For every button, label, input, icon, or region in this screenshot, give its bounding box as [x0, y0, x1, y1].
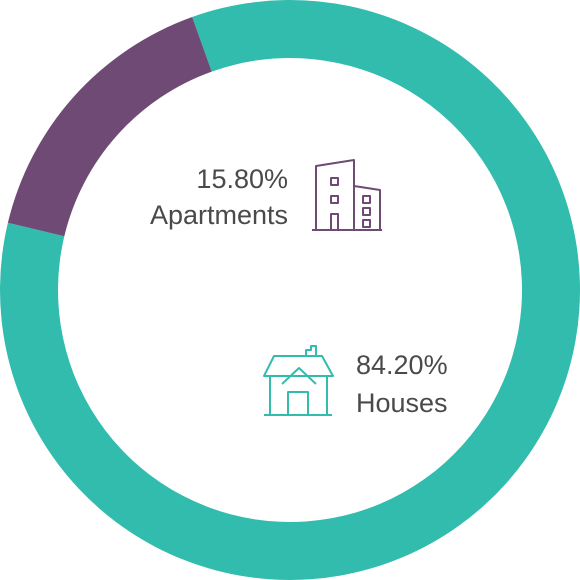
apartment-building-icon — [312, 159, 382, 231]
slice-value-label-houses: 84.20% — [356, 350, 448, 380]
house-icon — [263, 345, 334, 416]
slice-category-label-houses: Houses — [356, 388, 448, 418]
label-group-houses: 84.20% Houses — [263, 345, 448, 418]
slice-value-label-apartments: 15.80% — [196, 164, 288, 194]
slice-category-label-apartments: Apartments — [150, 200, 288, 230]
slice-apartments — [7, 17, 212, 237]
label-group-apartments: 15.80% Apartments — [150, 159, 382, 231]
